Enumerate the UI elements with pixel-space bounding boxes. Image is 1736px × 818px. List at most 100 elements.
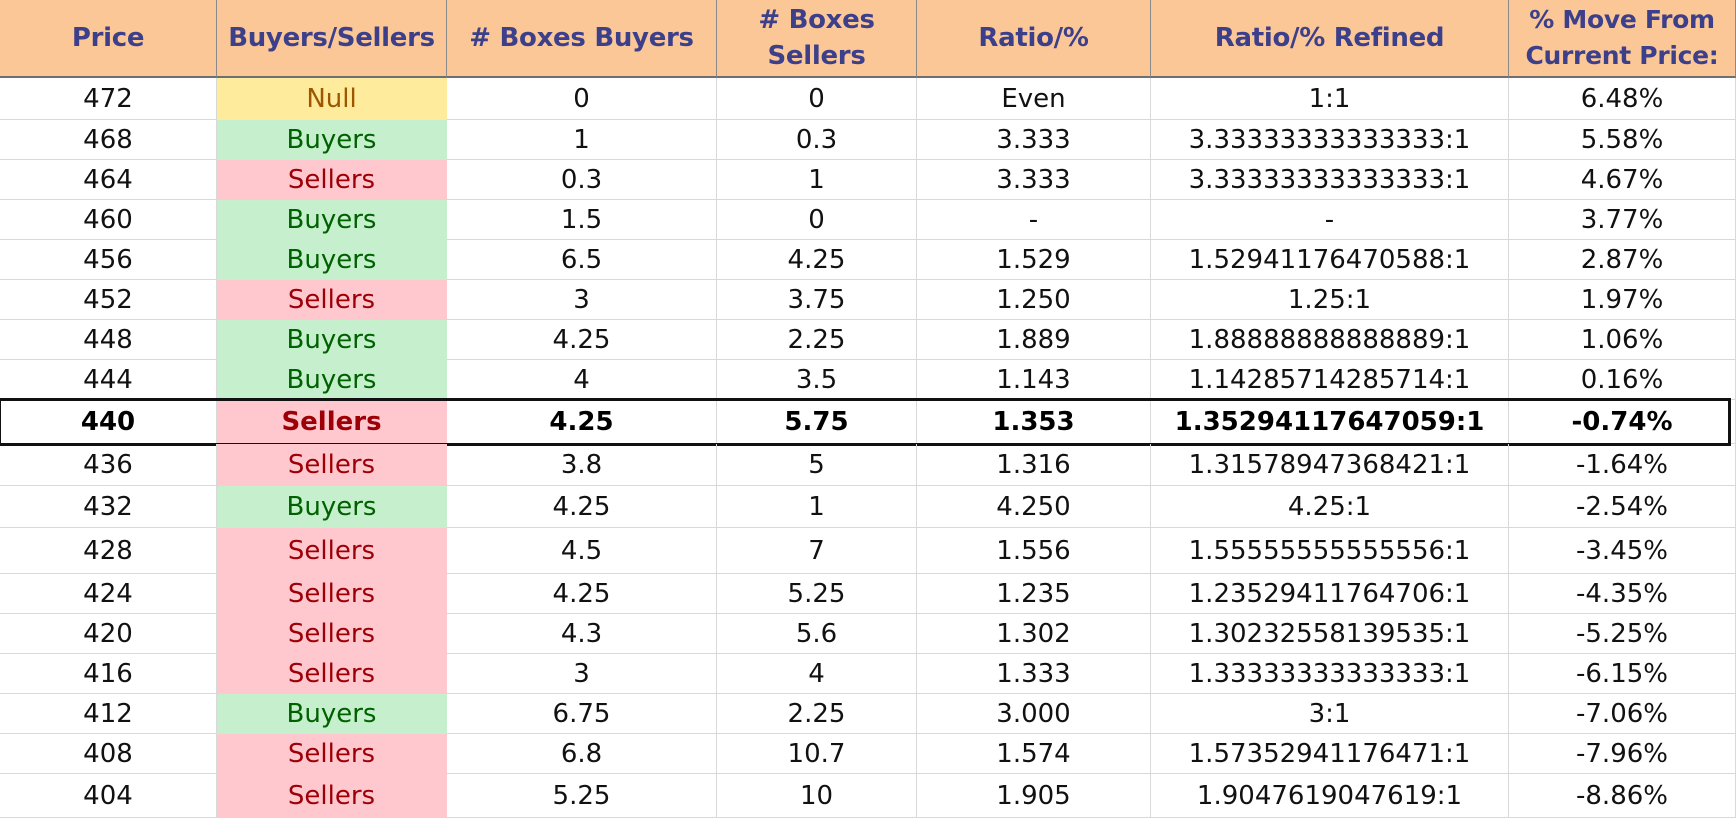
ratio-refined-cell[interactable]: 1.88888888888889:1 (1151, 320, 1509, 360)
boxes-sellers-cell[interactable]: 5 (717, 444, 917, 486)
ratio-cell[interactable]: 1.250 (917, 280, 1151, 320)
side-cell[interactable]: Sellers (217, 774, 447, 818)
move-cell[interactable]: -0.74% (1509, 400, 1736, 444)
boxes-sellers-cell[interactable]: 0 (717, 78, 917, 120)
boxes-sellers-cell[interactable]: 5.25 (717, 574, 917, 614)
ratio-cell[interactable]: 1.302 (917, 614, 1151, 654)
boxes-buyers-cell[interactable]: 0 (447, 78, 717, 120)
price-cell[interactable]: 460 (0, 200, 217, 240)
boxes-buyers-cell[interactable]: 4.25 (447, 574, 717, 614)
ratio-cell[interactable]: 1.556 (917, 528, 1151, 574)
boxes-buyers-cell[interactable]: 0.3 (447, 160, 717, 200)
boxes-sellers-cell[interactable]: 1 (717, 486, 917, 528)
ratio-cell[interactable]: 1.889 (917, 320, 1151, 360)
ratio-refined-header[interactable]: Ratio/% Refined (1151, 0, 1509, 78)
move-cell[interactable]: -7.06% (1509, 694, 1736, 734)
move-cell[interactable]: -5.25% (1509, 614, 1736, 654)
ratio-cell[interactable]: 1.143 (917, 360, 1151, 400)
boxes-buyers-cell[interactable]: 3 (447, 654, 717, 694)
ratio-refined-cell[interactable]: 1.9047619047619:1 (1151, 774, 1509, 818)
boxes-buyers-cell[interactable]: 6.8 (447, 734, 717, 774)
side-cell[interactable]: Sellers (217, 654, 447, 694)
boxes-buyers-cell[interactable]: 3 (447, 280, 717, 320)
side-cell[interactable]: Buyers (217, 320, 447, 360)
boxes-sellers-cell[interactable]: 4 (717, 654, 917, 694)
boxes-sellers-cell[interactable]: 0 (717, 200, 917, 240)
side-cell[interactable]: Sellers (217, 400, 447, 444)
ratio-refined-cell[interactable]: - (1151, 200, 1509, 240)
side-cell[interactable]: Sellers (217, 444, 447, 486)
price-cell[interactable]: 432 (0, 486, 217, 528)
boxes-buyers-cell[interactable]: 4.25 (447, 400, 717, 444)
side-cell[interactable]: Sellers (217, 528, 447, 574)
boxes-sellers-cell[interactable]: 10 (717, 774, 917, 818)
move-cell[interactable]: -1.64% (1509, 444, 1736, 486)
price-cell[interactable]: 412 (0, 694, 217, 734)
side-cell[interactable]: Sellers (217, 280, 447, 320)
side-cell[interactable]: Sellers (217, 160, 447, 200)
price-cell[interactable]: 456 (0, 240, 217, 280)
side-cell[interactable]: Buyers (217, 240, 447, 280)
move-header[interactable]: % Move From Current Price: (1509, 0, 1736, 78)
boxes-buyers-cell[interactable]: 1.5 (447, 200, 717, 240)
buyers-sellers-header[interactable]: Buyers/Sellers (217, 0, 447, 78)
price-cell[interactable]: 448 (0, 320, 217, 360)
ratio-refined-cell[interactable]: 1.30232558139535:1 (1151, 614, 1509, 654)
ratio-cell[interactable]: 1.316 (917, 444, 1151, 486)
move-cell[interactable]: -8.86% (1509, 774, 1736, 818)
price-cell[interactable]: 444 (0, 360, 217, 400)
side-cell[interactable]: Null (217, 78, 447, 120)
move-cell[interactable]: 3.77% (1509, 200, 1736, 240)
move-cell[interactable]: -4.35% (1509, 574, 1736, 614)
ratio-cell[interactable]: 4.250 (917, 486, 1151, 528)
move-cell[interactable]: -7.96% (1509, 734, 1736, 774)
side-cell[interactable]: Buyers (217, 200, 447, 240)
boxes-sellers-cell[interactable]: 5.6 (717, 614, 917, 654)
boxes-buyers-cell[interactable]: 4.3 (447, 614, 717, 654)
move-cell[interactable]: 1.97% (1509, 280, 1736, 320)
side-cell[interactable]: Buyers (217, 120, 447, 160)
price-cell[interactable]: 440 (0, 400, 217, 444)
boxes-sellers-cell[interactable]: 10.7 (717, 734, 917, 774)
boxes-sellers-cell[interactable]: 1 (717, 160, 917, 200)
move-cell[interactable]: 6.48% (1509, 78, 1736, 120)
boxes-buyers-cell[interactable]: 6.75 (447, 694, 717, 734)
move-cell[interactable]: 5.58% (1509, 120, 1736, 160)
boxes-sellers-header[interactable]: # Boxes Sellers (717, 0, 917, 78)
ratio-cell[interactable]: 3.333 (917, 160, 1151, 200)
move-cell[interactable]: 2.87% (1509, 240, 1736, 280)
ratio-header[interactable]: Ratio/% (917, 0, 1151, 78)
ratio-cell[interactable]: 1.529 (917, 240, 1151, 280)
move-cell[interactable]: 1.06% (1509, 320, 1736, 360)
boxes-buyers-cell[interactable]: 3.8 (447, 444, 717, 486)
ratio-refined-cell[interactable]: 1:1 (1151, 78, 1509, 120)
ratio-refined-cell[interactable]: 3:1 (1151, 694, 1509, 734)
ratio-cell[interactable]: 1.574 (917, 734, 1151, 774)
move-cell[interactable]: 0.16% (1509, 360, 1736, 400)
ratio-refined-cell[interactable]: 4.25:1 (1151, 486, 1509, 528)
boxes-buyers-cell[interactable]: 6.5 (447, 240, 717, 280)
price-cell[interactable]: 452 (0, 280, 217, 320)
ratio-refined-cell[interactable]: 1.35294117647059:1 (1151, 400, 1509, 444)
ratio-refined-cell[interactable]: 1.25:1 (1151, 280, 1509, 320)
move-cell[interactable]: -2.54% (1509, 486, 1736, 528)
ratio-refined-cell[interactable]: 1.14285714285714:1 (1151, 360, 1509, 400)
side-cell[interactable]: Sellers (217, 614, 447, 654)
ratio-refined-cell[interactable]: 1.57352941176471:1 (1151, 734, 1509, 774)
ratio-refined-cell[interactable]: 1.52941176470588:1 (1151, 240, 1509, 280)
ratio-refined-cell[interactable]: 1.31578947368421:1 (1151, 444, 1509, 486)
move-cell[interactable]: 4.67% (1509, 160, 1736, 200)
boxes-sellers-cell[interactable]: 7 (717, 528, 917, 574)
ratio-refined-cell[interactable]: 1.23529411764706:1 (1151, 574, 1509, 614)
boxes-buyers-cell[interactable]: 4.25 (447, 486, 717, 528)
boxes-sellers-cell[interactable]: 3.75 (717, 280, 917, 320)
ratio-refined-cell[interactable]: 1.33333333333333:1 (1151, 654, 1509, 694)
price-cell[interactable]: 436 (0, 444, 217, 486)
boxes-buyers-cell[interactable]: 5.25 (447, 774, 717, 818)
side-cell[interactable]: Buyers (217, 694, 447, 734)
ratio-cell[interactable]: 1.905 (917, 774, 1151, 818)
price-cell[interactable]: 472 (0, 78, 217, 120)
ratio-cell[interactable]: 1.353 (917, 400, 1151, 444)
side-cell[interactable]: Buyers (217, 360, 447, 400)
side-cell[interactable]: Sellers (217, 734, 447, 774)
